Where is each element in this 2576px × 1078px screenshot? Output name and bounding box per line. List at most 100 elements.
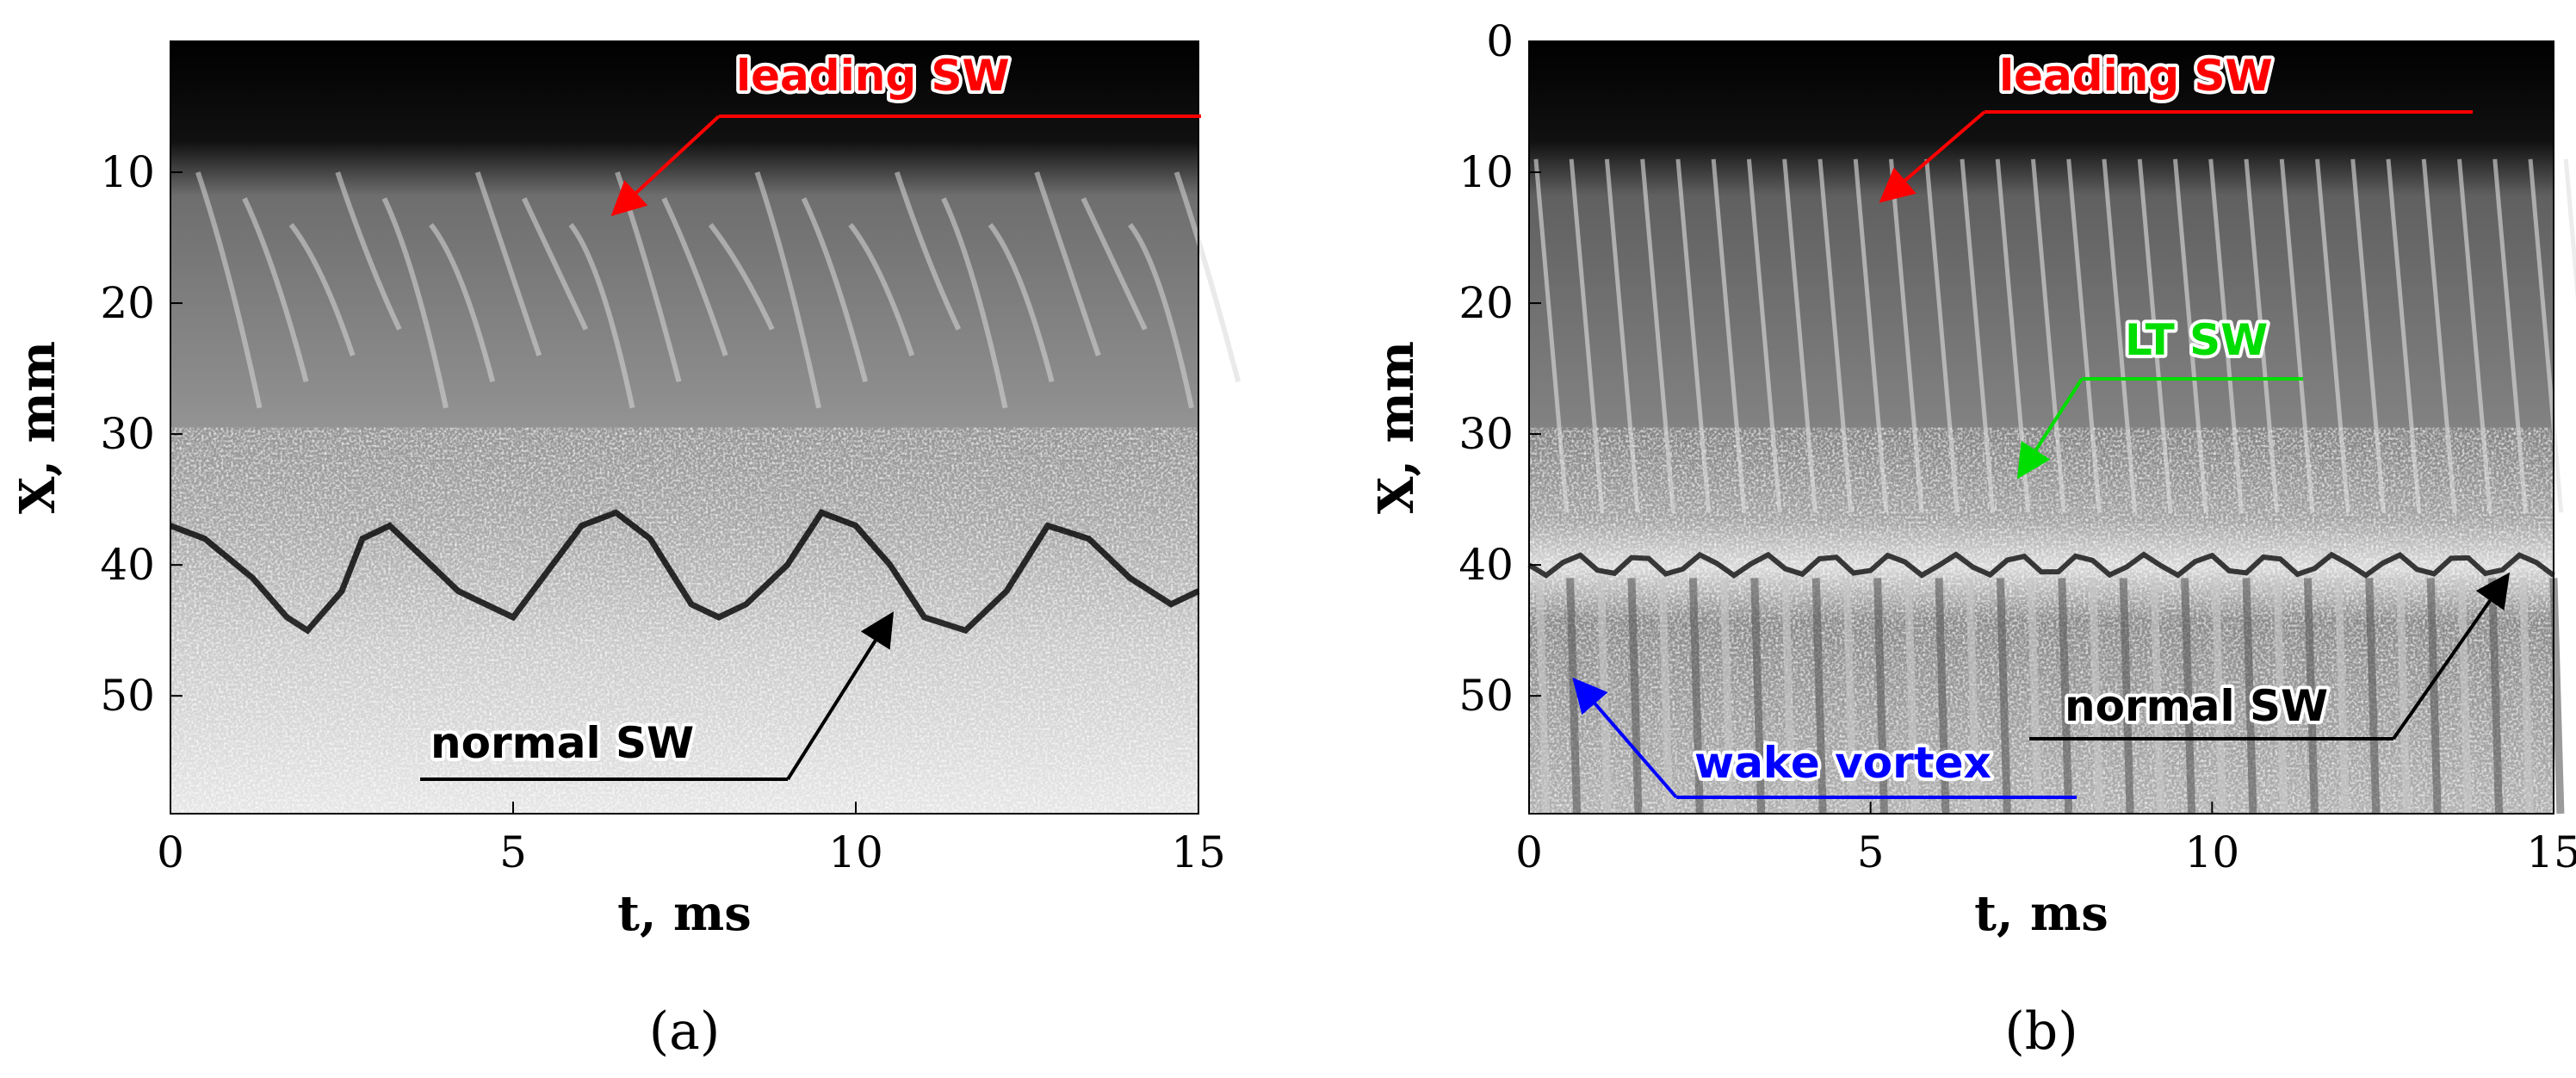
leading-sw-streak [988,222,1055,383]
leading-sw-streak [1960,158,1996,513]
annotation-label-halo: wake vortex [1694,738,1991,788]
wake-streak [2273,578,2288,815]
y-tick-label: 40 [1458,540,1514,590]
wake-streak [1996,578,2011,815]
leading-sw-streak [708,222,775,331]
y-axis-label: X, mm [1368,341,1425,514]
wake-streak [2426,578,2442,815]
leading-sw-streak [1640,158,1675,513]
leading-sw-streak [1081,197,1148,331]
leading-sw-streak [2066,158,2102,513]
y-tick-label: 30 [100,409,155,459]
leading-sw-streak [2173,158,2208,513]
panel-label: (b) [2004,1001,2078,1062]
leading-sw-streak [661,197,728,356]
x-tick-label: 10 [828,827,883,877]
annotation-label-halo: LT SW [2125,315,2268,365]
x-tick-label: 5 [1857,827,1885,877]
wake-streak [2150,578,2165,815]
annotation-label: leading SW [736,51,1010,101]
wake-streak [2334,578,2350,815]
annotation-arrow [2016,377,2084,480]
annotation-label: wake vortex [1694,738,1991,788]
normal-sw-trace [1527,551,2555,579]
leading-sw-streak [335,171,402,331]
annotation-label: LT SW [2125,315,2268,365]
leading-sw-streak [2208,158,2244,513]
leading-sw-streak [1782,158,1817,513]
leading-sw-streak [568,222,635,409]
annotation-label: normal SW [430,718,694,768]
plot-frame [1528,40,2554,815]
wake-streak [2457,578,2473,815]
annotation-label: normal SW [2065,681,2328,731]
wake-streak [2211,578,2226,815]
x-tick-label: 15 [1171,827,1226,877]
y-tick-label: 20 [1458,278,1514,328]
leading-sw-streak [1128,222,1194,409]
leading-sw-streak [522,197,589,331]
wake-streak [2365,578,2381,815]
leading-sw-streak [195,171,263,409]
annotation-arrow [610,115,721,217]
x-tick-label: 15 [2526,827,2576,877]
annotation-arrow [1879,110,1986,203]
leading-sw-streak [2563,158,2576,300]
panel-b: 0 5 10 15 0 10 20 30 40 50 t, ms X, mm (b) leading SW… [1368,16,2576,1062]
wake-streak [1966,578,1981,815]
y-tick-label: 40 [100,540,155,590]
wake-streak [2518,578,2534,815]
leading-sw-streak [2030,158,2066,513]
y-tick-label: 30 [1458,409,1514,459]
wake-streak [1935,578,1950,815]
leading-sw-streak [801,197,869,383]
x-tick-label: 0 [1515,827,1543,877]
wake-streak [1658,578,1674,815]
wake-streak [2396,578,2411,815]
leading-sw-streak [1817,158,1854,513]
wake-streak [2488,578,2504,815]
wake-streak [1535,578,1551,815]
wake-streak [1811,578,1827,815]
wake-streak [1904,578,1919,815]
y-tick-label: 50 [1458,671,1514,721]
leading-sw-streak [242,197,309,383]
leading-sw-streak [2102,158,2138,513]
wake-streak [2181,578,2196,815]
annotation-arrow [2392,572,2511,740]
y-tick-label: 0 [1486,16,1514,66]
leading-sw-streak [1034,171,1101,356]
leading-sw-streak [848,222,915,356]
leading-sw-streak [2421,158,2457,513]
wake-streak [1873,578,1889,815]
annotation-arrow [1572,677,1678,799]
leading-sw-streak [1924,158,1960,513]
leading-sw-streak [2279,158,2315,513]
annotation-label: leading SW [1999,51,2273,101]
annotation-arrow [786,611,895,781]
annotation-label-halo: leading SW [736,51,1010,101]
leading-sw-streak [381,197,449,409]
leading-sw-streak [288,222,356,356]
y-tick-label: 10 [1458,147,1514,197]
leading-sw-streak [1569,158,1605,513]
annotation-label-halo: normal SW [430,718,694,768]
wake-streak [1688,578,1704,815]
annotation-label-halo: normal SW [2065,681,2328,731]
leading-sw-streak [1888,158,1924,513]
leading-sw-streak [894,171,962,331]
wake-streak [1781,578,1796,815]
wake-streak [2089,578,2103,815]
leading-sw-streak [2457,158,2492,513]
leading-sw-streak [2386,158,2422,513]
wake-streak [2242,578,2257,815]
leading-sw-streak [1533,158,1570,513]
noise-texture [170,427,1198,814]
x-tick-label: 10 [2185,827,2240,877]
x-axis-label: t, ms [617,885,752,942]
leading-sw-streak [1711,158,1747,513]
leading-sw-streak [2244,158,2280,513]
normal-sw-trace [169,509,1200,635]
